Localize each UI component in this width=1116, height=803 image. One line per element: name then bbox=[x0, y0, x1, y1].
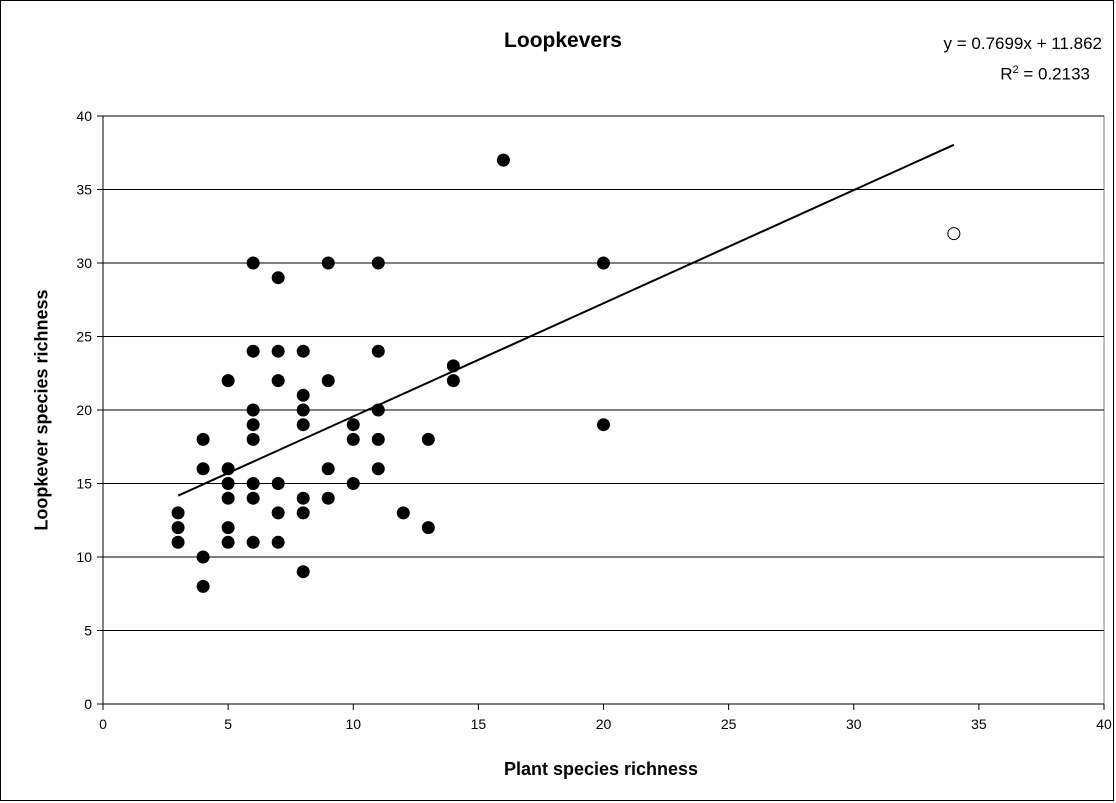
data-point bbox=[296, 491, 310, 505]
data-point bbox=[296, 565, 310, 579]
trendline-group bbox=[177, 143, 955, 497]
x-tick-label: 40 bbox=[1096, 716, 1112, 732]
data-point bbox=[271, 535, 285, 549]
data-point bbox=[221, 477, 235, 490]
data-point bbox=[371, 344, 385, 358]
data-point bbox=[271, 477, 285, 490]
data-point bbox=[371, 256, 385, 270]
data-point bbox=[271, 344, 285, 358]
y-tick-label: 5 bbox=[84, 623, 92, 639]
x-axis-label: Plant species richness bbox=[503, 759, 699, 779]
data-point bbox=[296, 403, 310, 417]
data-point bbox=[371, 462, 385, 476]
data-point bbox=[246, 491, 260, 505]
data-point bbox=[421, 432, 435, 446]
data-point bbox=[271, 506, 285, 520]
data-point bbox=[221, 535, 235, 549]
data-point-open bbox=[947, 227, 961, 241]
data-point bbox=[421, 521, 435, 535]
data-point bbox=[271, 374, 285, 388]
data-point bbox=[171, 535, 185, 549]
x-tick-label: 35 bbox=[971, 716, 987, 732]
y-tick-label: 25 bbox=[76, 329, 92, 345]
data-point bbox=[321, 462, 335, 476]
data-point bbox=[246, 432, 260, 446]
trendline-equation: y = 0.7699x + 11.862 R2 = 0.2133 bbox=[944, 31, 1102, 88]
data-point bbox=[597, 256, 610, 270]
y-tick-label: 30 bbox=[76, 255, 92, 271]
data-point bbox=[221, 374, 235, 388]
data-point bbox=[196, 579, 210, 593]
data-point bbox=[221, 491, 235, 505]
data-point bbox=[246, 344, 260, 358]
y-tick-label: 10 bbox=[76, 549, 92, 565]
y-tick-label: 0 bbox=[84, 696, 92, 712]
data-point bbox=[346, 432, 360, 446]
data-point bbox=[321, 491, 335, 505]
x-tick-label: 20 bbox=[596, 716, 612, 732]
data-point bbox=[246, 535, 260, 549]
x-tick-label: 5 bbox=[224, 716, 232, 732]
data-point bbox=[296, 388, 310, 402]
data-point bbox=[371, 432, 385, 446]
data-point bbox=[246, 403, 260, 417]
data-point bbox=[196, 550, 210, 564]
data-points bbox=[171, 153, 961, 593]
data-point bbox=[296, 344, 310, 358]
data-point bbox=[171, 521, 185, 535]
data-point bbox=[171, 506, 185, 520]
data-point bbox=[221, 462, 235, 476]
y-tick-label: 40 bbox=[76, 108, 92, 124]
data-point bbox=[446, 374, 460, 388]
x-tick-label: 25 bbox=[721, 716, 737, 732]
data-point bbox=[246, 477, 260, 490]
equation-text: y = 0.7699x + 11.862 bbox=[943, 34, 1102, 53]
data-point bbox=[446, 359, 460, 373]
y-tick-label: 35 bbox=[76, 182, 92, 198]
data-point bbox=[597, 418, 610, 432]
chart-title: Loopkevers bbox=[504, 29, 622, 52]
data-point bbox=[246, 418, 260, 432]
data-point bbox=[196, 432, 210, 446]
data-point bbox=[371, 403, 385, 417]
data-point bbox=[321, 374, 335, 388]
data-point bbox=[221, 521, 235, 535]
data-point bbox=[346, 418, 360, 432]
data-point bbox=[271, 271, 285, 285]
data-point bbox=[496, 153, 510, 167]
y-tick-label: 15 bbox=[76, 476, 92, 492]
y-axis-label: Loopkever species richness bbox=[31, 289, 52, 531]
trendline bbox=[177, 143, 955, 497]
x-tick-label: 15 bbox=[471, 716, 487, 732]
data-point bbox=[296, 418, 310, 432]
y-axis-ticks: 0 5 10 15 20 25 30 35 40 bbox=[76, 108, 103, 712]
x-tick-label: 0 bbox=[99, 716, 107, 732]
x-tick-label: 30 bbox=[846, 716, 862, 732]
data-point bbox=[321, 256, 335, 270]
x-tick-label: 10 bbox=[345, 716, 361, 732]
y-tick-label: 20 bbox=[76, 402, 92, 418]
data-point bbox=[196, 462, 210, 476]
x-axis-ticks: 0 5 10 15 20 25 30 35 40 bbox=[99, 704, 1112, 732]
data-point bbox=[246, 256, 260, 270]
data-point bbox=[296, 506, 310, 520]
data-point bbox=[396, 506, 410, 520]
r-squared-text: R2 = 0.2133 bbox=[1000, 64, 1090, 84]
data-point bbox=[346, 477, 360, 490]
